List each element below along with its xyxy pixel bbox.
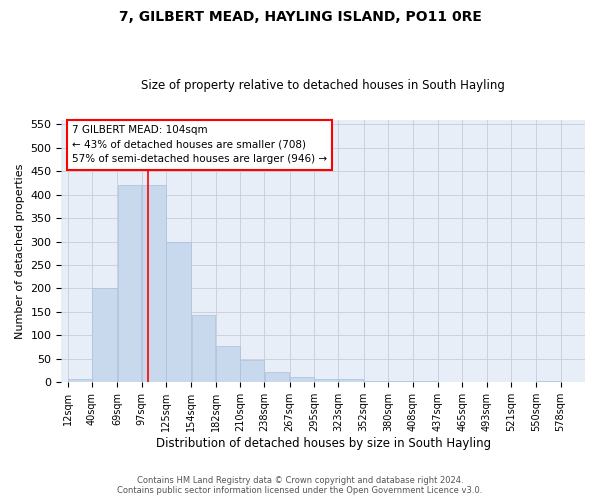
Text: 7 GILBERT MEAD: 104sqm
← 43% of detached houses are smaller (708)
57% of semi-de: 7 GILBERT MEAD: 104sqm ← 43% of detached…: [72, 125, 327, 164]
Bar: [216, 346, 239, 383]
Bar: [92, 288, 117, 382]
Bar: [166, 242, 191, 382]
Bar: [314, 378, 338, 382]
Bar: [241, 360, 264, 382]
Bar: [290, 376, 314, 382]
Bar: [364, 381, 388, 382]
Bar: [536, 381, 560, 382]
Text: Contains HM Land Registry data © Crown copyright and database right 2024.
Contai: Contains HM Land Registry data © Crown c…: [118, 476, 482, 495]
Bar: [118, 186, 141, 382]
Bar: [142, 186, 166, 382]
Title: Size of property relative to detached houses in South Hayling: Size of property relative to detached ho…: [141, 79, 505, 92]
X-axis label: Distribution of detached houses by size in South Hayling: Distribution of detached houses by size …: [155, 437, 491, 450]
Bar: [191, 315, 215, 382]
Text: 7, GILBERT MEAD, HAYLING ISLAND, PO11 0RE: 7, GILBERT MEAD, HAYLING ISLAND, PO11 0R…: [119, 10, 481, 24]
Bar: [339, 379, 364, 382]
Bar: [265, 372, 289, 382]
Y-axis label: Number of detached properties: Number of detached properties: [15, 164, 25, 338]
Bar: [68, 378, 92, 382]
